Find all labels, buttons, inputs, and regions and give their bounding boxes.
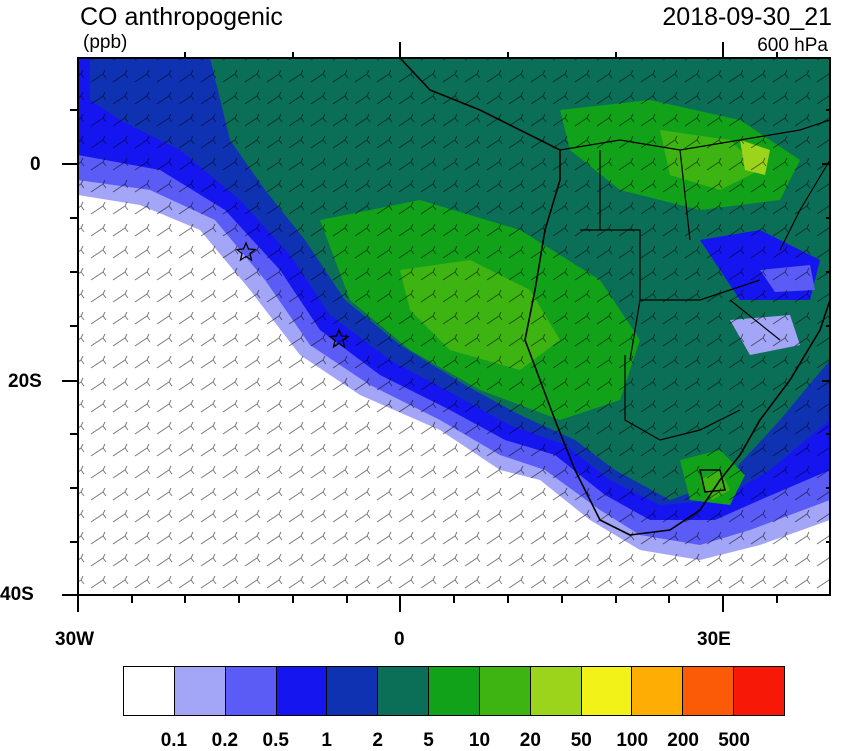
colorbar-label: 1 bbox=[321, 730, 332, 751]
concentration-field bbox=[78, 58, 830, 595]
colorbar-box bbox=[224, 667, 276, 715]
colorbar-label: 0.5 bbox=[262, 730, 289, 751]
colorbar-box bbox=[529, 667, 581, 715]
colorbar-box bbox=[326, 667, 378, 715]
colorbar-box bbox=[377, 667, 429, 715]
station-marker-west bbox=[235, 241, 257, 262]
colorbar-box bbox=[478, 667, 530, 715]
colorbar-box bbox=[733, 667, 784, 715]
colorbar bbox=[123, 666, 785, 716]
lon-label-30e: 30E bbox=[697, 629, 731, 650]
colorbar-label: 50 bbox=[570, 730, 592, 751]
colorbar-box bbox=[275, 667, 327, 715]
colorbar-label: 0.2 bbox=[211, 730, 239, 751]
colorbar-label: 100 bbox=[616, 730, 649, 751]
colorbar-label: 5 bbox=[423, 730, 434, 751]
colorbar-box bbox=[631, 667, 683, 715]
colorbar-label: 2 bbox=[372, 730, 383, 751]
colorbar-box bbox=[428, 667, 479, 715]
colorbar-box bbox=[580, 667, 632, 715]
axis-ticks bbox=[62, 42, 830, 612]
map-title: CO anthropogenic bbox=[80, 3, 283, 31]
pressure-level-label: 600 hPa bbox=[757, 35, 828, 56]
colorbar-labels: 0.1 0.2 0.5 1 2 5 10 20 50 100 200 500 bbox=[0, 731, 850, 751]
colorbar-label: 10 bbox=[468, 730, 491, 751]
colorbar-box bbox=[124, 667, 174, 715]
colorbar-box bbox=[173, 667, 225, 715]
colorbar-label: 20 bbox=[519, 730, 541, 751]
lon-label-0: 0 bbox=[394, 629, 405, 650]
colorbar-label: 200 bbox=[667, 730, 699, 751]
lat-label-40s: 40S bbox=[0, 584, 34, 605]
colorbar-label: 0.1 bbox=[160, 730, 188, 751]
colorbar-label: 500 bbox=[718, 730, 750, 751]
lat-label-0: 0 bbox=[30, 154, 41, 175]
lat-label-20s: 20S bbox=[8, 371, 42, 392]
datetime-label: 2018-09-30_21 bbox=[662, 3, 832, 31]
lon-label-30w: 30W bbox=[55, 629, 95, 650]
colorbar-box bbox=[682, 667, 734, 715]
units-label: (ppb) bbox=[83, 32, 128, 53]
station-marker-center bbox=[328, 328, 350, 349]
